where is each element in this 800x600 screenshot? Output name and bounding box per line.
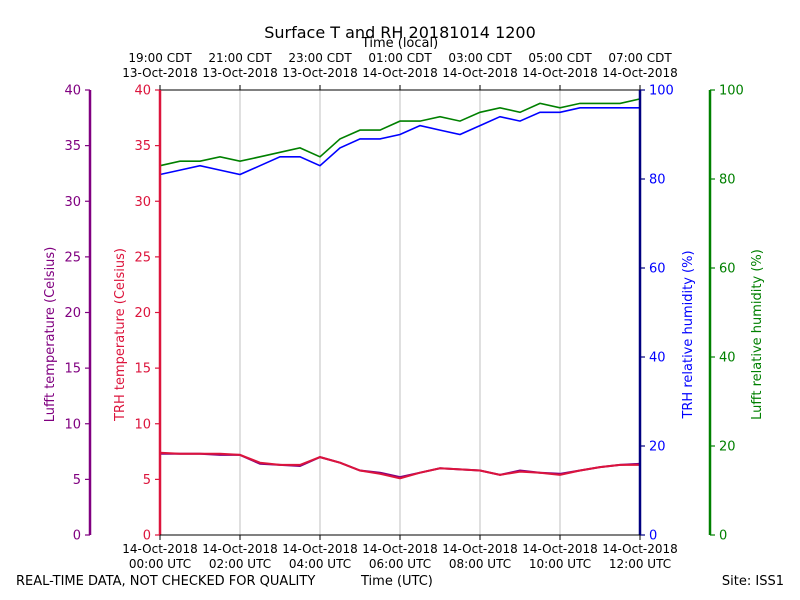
top-tick-label-date: 13-Oct-2018 xyxy=(202,66,278,80)
x-tick-label-time: 04:00 UTC xyxy=(289,557,351,571)
top-tick-label-date: 14-Oct-2018 xyxy=(602,66,678,80)
lufft-temp-axis-tick-label: 0 xyxy=(73,529,81,544)
series-lines xyxy=(159,98,641,480)
top-tick-label-time: 21:00 CDT xyxy=(208,51,272,65)
x-tick-label-time: 06:00 UTC xyxy=(369,557,431,571)
series-line-trh_temp xyxy=(159,451,640,480)
footer-site: Site: ISS1 xyxy=(721,574,784,589)
x-tick-label-date: 14-Oct-2018 xyxy=(362,542,438,556)
trh-rh-axis-tick-label: 60 xyxy=(649,262,666,277)
lufft-rh-axis-tick-label: 80 xyxy=(719,173,736,188)
top-tick-label-date: 14-Oct-2018 xyxy=(442,66,518,80)
x-tick-label-date: 14-Oct-2018 xyxy=(442,542,518,556)
trh-temp-axis-label: TRH temperature (Celsius) xyxy=(113,248,128,422)
lufft-temp-axis-label: Lufft temperature (Celsius) xyxy=(43,247,58,423)
x-tick-label-time: 00:00 UTC xyxy=(129,557,191,571)
x-tick-label-time: 10:00 UTC xyxy=(529,557,591,571)
x-tick-label-date: 14-Oct-2018 xyxy=(122,542,198,556)
lufft-rh-axis-label: Lufft relative humidity (%) xyxy=(750,249,765,420)
trh-rh-axis-tick-label: 20 xyxy=(649,440,666,455)
lufft-temp-axis-tick-label: 30 xyxy=(64,195,81,210)
trh-temp-axis-tick-label: 35 xyxy=(134,139,151,154)
footer-bottom-axis-label: Time (UTC) xyxy=(361,574,433,589)
x-tick-label-date: 14-Oct-2018 xyxy=(522,542,598,556)
trh-temp-axis-tick-label: 25 xyxy=(134,250,151,265)
trh-temp-axis-tick-label: 0 xyxy=(143,529,151,544)
trh-rh-axis-tick-label: 40 xyxy=(649,351,666,366)
x-tick-label-date: 14-Oct-2018 xyxy=(602,542,678,556)
grid xyxy=(239,90,561,535)
lufft-temp-axis-tick-label: 25 xyxy=(64,250,81,265)
lufft-temp-axis-tick-label: 35 xyxy=(64,139,81,154)
trh-temp-axis-tick-label: 20 xyxy=(134,306,151,321)
top-axis-label: Time (local) xyxy=(361,36,438,51)
top-tick-label-date: 13-Oct-2018 xyxy=(122,66,198,80)
lufft-rh-axis-tick-label: 60 xyxy=(719,262,736,277)
top-tick-label-time: 19:00 CDT xyxy=(128,51,192,65)
lufft-rh-axis-tick-label: 100 xyxy=(719,84,744,99)
top-tick-label-time: 01:00 CDT xyxy=(368,51,432,65)
lufft-temp-axis-tick-label: 15 xyxy=(64,362,81,377)
footer-quality-note: REAL-TIME DATA, NOT CHECKED FOR QUALITY xyxy=(16,574,316,589)
top-tick-label-time: 03:00 CDT xyxy=(448,51,512,65)
top-tick-label-date: 13-Oct-2018 xyxy=(282,66,358,80)
lufft-rh-axis-tick-label: 40 xyxy=(719,351,736,366)
lufft-temp-axis-tick-label: 40 xyxy=(64,84,81,99)
trh-temp-axis-tick-label: 40 xyxy=(134,84,151,99)
trh-rh-axis-tick-label: 80 xyxy=(649,173,666,188)
top-tick-label-date: 14-Oct-2018 xyxy=(362,66,438,80)
trh-temp-axis-tick-label: 5 xyxy=(143,473,151,488)
top-tick-label-time: 07:00 CDT xyxy=(608,51,672,65)
trh-temp-axis-tick-label: 30 xyxy=(134,195,151,210)
lufft-rh-axis-tick-label: 20 xyxy=(719,440,736,455)
top-tick-label-date: 14-Oct-2018 xyxy=(522,66,598,80)
top-tick-label-time: 05:00 CDT xyxy=(528,51,592,65)
axes: 0 5 10 15 20 25 30 35 40 TRH temperature (Celsius… xyxy=(43,51,765,571)
x-tick-label-date: 14-Oct-2018 xyxy=(282,542,358,556)
lufft-temp-axis-tick-label: 5 xyxy=(73,473,81,488)
series-line-lufft_rh xyxy=(159,98,641,167)
x-tick-label-time: 12:00 UTC xyxy=(609,557,671,571)
trh-rh-axis-tick-label: 0 xyxy=(649,529,657,544)
lufft-temp-axis-tick-label: 20 xyxy=(64,306,81,321)
trh-rh-axis-tick-label: 100 xyxy=(649,84,674,99)
trh-rh-axis-label: TRH relative humidity (%) xyxy=(681,250,696,419)
trh-temp-axis-tick-label: 15 xyxy=(134,362,151,377)
x-tick-label-time: 02:00 UTC xyxy=(209,557,271,571)
x-tick-label-time: 08:00 UTC xyxy=(449,557,511,571)
trh-temp-axis-tick-label: 10 xyxy=(134,417,151,432)
series-line-trh_rh xyxy=(159,107,640,176)
x-tick-label-date: 14-Oct-2018 xyxy=(202,542,278,556)
chart-title: Surface T and RH 20181014 1200 xyxy=(264,23,536,42)
lufft-rh-axis-tick-label: 0 xyxy=(719,529,727,544)
lufft-temp-axis-tick-label: 10 xyxy=(64,417,81,432)
top-tick-label-time: 23:00 CDT xyxy=(288,51,352,65)
